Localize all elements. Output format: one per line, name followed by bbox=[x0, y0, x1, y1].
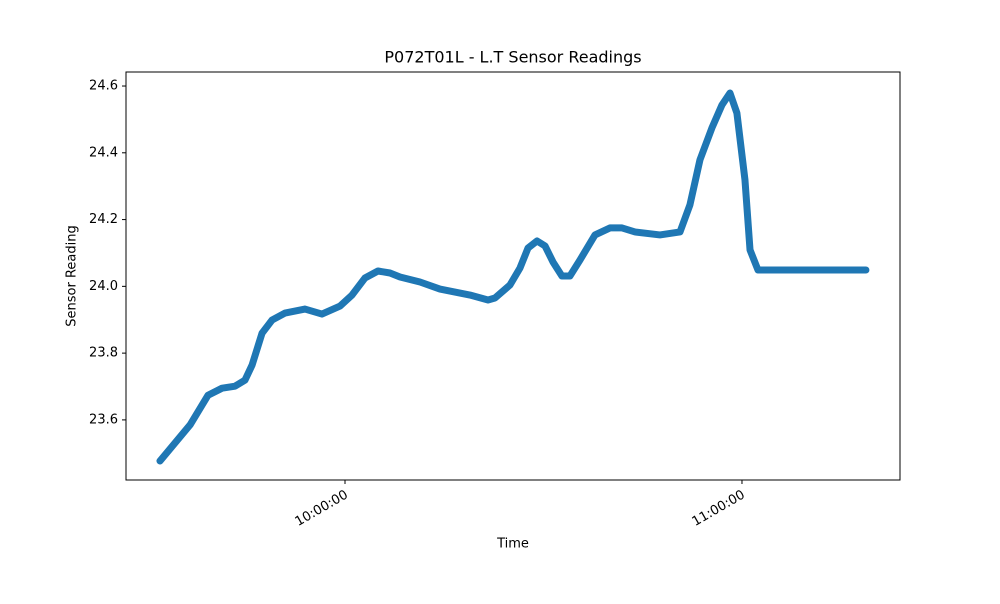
y-tick-label: 23.8 bbox=[89, 346, 118, 361]
y-tick-label: 24.2 bbox=[89, 212, 118, 227]
plot-frame bbox=[125, 71, 901, 481]
y-axis-label: Sensor Reading bbox=[65, 225, 80, 326]
y-tick-label: 24.6 bbox=[89, 79, 118, 94]
y-tick-label: 24.4 bbox=[89, 145, 118, 160]
chart-title: P072T01L - L.T Sensor Readings bbox=[384, 48, 641, 67]
x-axis-label: Time bbox=[496, 537, 529, 552]
data-line bbox=[156, 89, 870, 465]
x-tick-label: 11:00:00 bbox=[690, 488, 748, 530]
y-tick-label: 24.0 bbox=[89, 279, 118, 294]
x-tick-label: 10:00:00 bbox=[293, 488, 351, 530]
y-tick-label: 23.6 bbox=[89, 412, 118, 427]
